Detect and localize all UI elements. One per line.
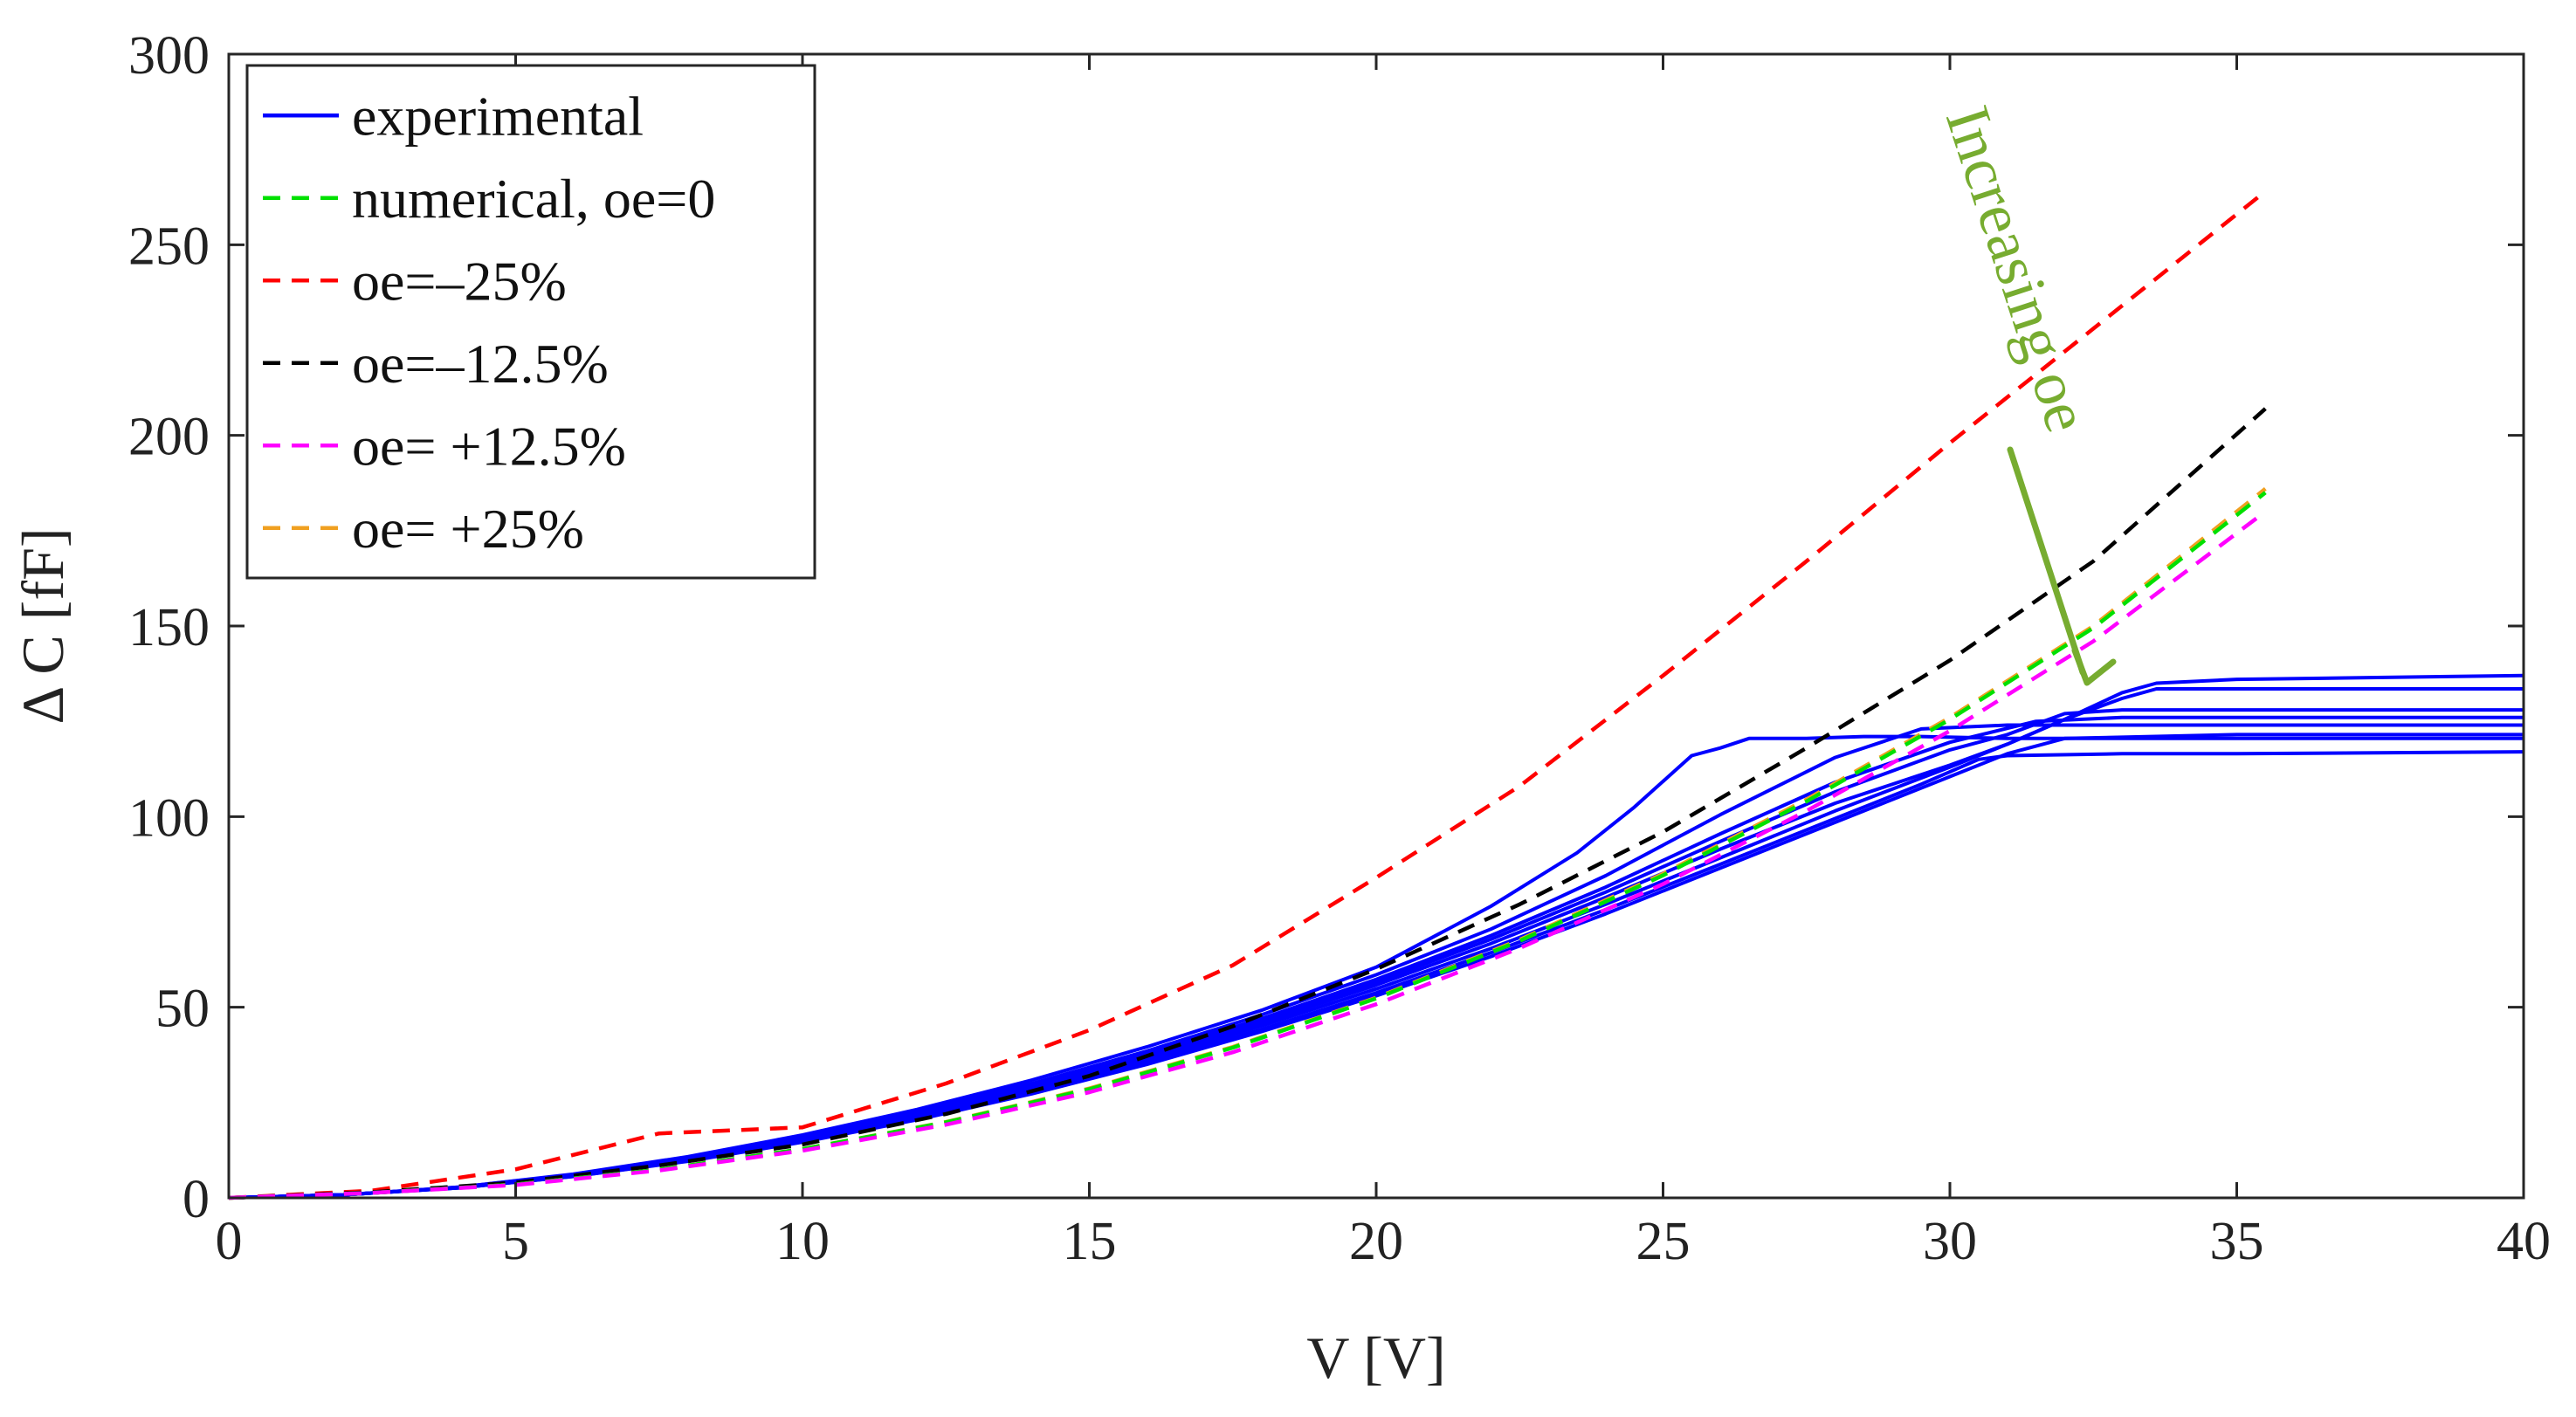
x-tick-label: 25 [1636, 1212, 1691, 1271]
legend-label: experimental [352, 85, 644, 147]
legend-label: oe=–12.5% [352, 333, 609, 395]
series-line-dashed-11 [228, 491, 2267, 1200]
y-tick-label: 300 [128, 26, 210, 86]
y-axis-title: Δ C [fF] [10, 527, 76, 724]
y-tick-label: 100 [128, 788, 210, 848]
series-line-dashed-12 [228, 510, 2267, 1200]
x-tick-label: 5 [502, 1212, 529, 1271]
y-tick-label: 0 [183, 1170, 210, 1229]
x-tick-label: 40 [2497, 1212, 2551, 1271]
x-tick-label: 35 [2210, 1212, 2264, 1271]
y-tick-label: 200 [128, 408, 210, 467]
annotation-arrow-head [2071, 647, 2117, 686]
legend-box [245, 64, 816, 580]
legend-label: oe=–25% [352, 250, 567, 312]
legend-label: numerical, oe=0 [352, 168, 715, 230]
y-tick-label: 150 [128, 598, 210, 657]
axis-ticks: 0 5 10 15 20 25 30 35 40 0 50 100 150 200 250 300 [128, 26, 2551, 1271]
annotation-arrow-shaft [2007, 446, 2086, 676]
x-tick-label: 15 [1063, 1212, 1117, 1271]
legend-label: oe= +25% [352, 498, 584, 560]
series-line-dashed-9 [228, 407, 2267, 1200]
legend: experimental numerical, oe=0 oe=–25% oe=–12… [245, 64, 816, 580]
x-tick-label: 20 [1349, 1212, 1403, 1271]
series-line-dashed-8 [228, 189, 2267, 1200]
x-tick-label: 0 [216, 1212, 243, 1271]
series-layer [228, 189, 2524, 1200]
y-tick-label: 50 [155, 980, 210, 1039]
x-tick-label: 10 [775, 1212, 830, 1271]
legend-label: oe= +12.5% [352, 415, 626, 477]
y-tick-label: 250 [128, 217, 210, 276]
x-tick-label: 30 [1923, 1212, 1977, 1271]
x-axis-title: V [V] [1306, 1324, 1445, 1391]
series-line-experimental-7 [228, 733, 2524, 1200]
